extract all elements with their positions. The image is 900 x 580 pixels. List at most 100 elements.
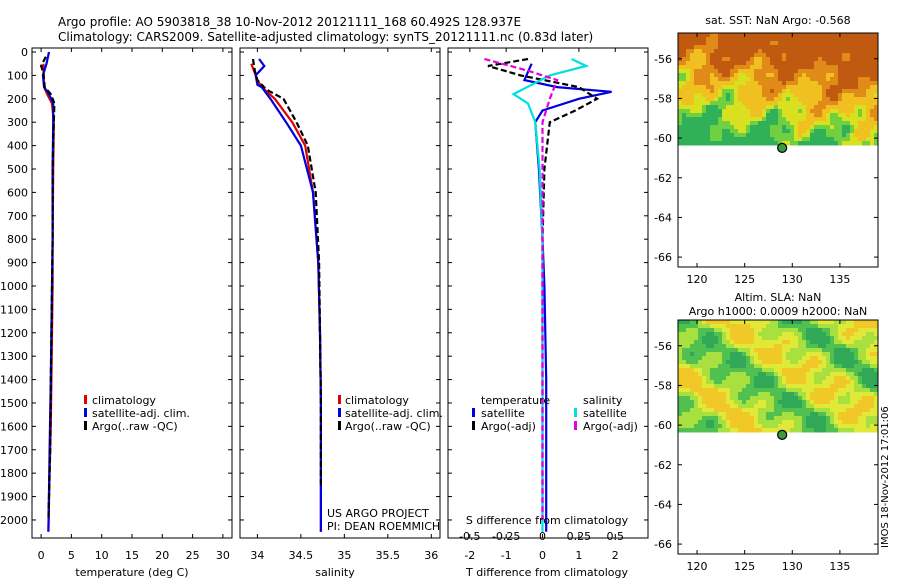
map-cell <box>862 324 867 329</box>
map-cell <box>726 404 731 409</box>
map-cell <box>682 141 687 146</box>
map-cell <box>694 412 699 417</box>
map-cell <box>718 340 723 345</box>
map-cell <box>678 356 683 361</box>
map-cell <box>738 33 743 38</box>
map-cell <box>702 336 707 341</box>
map-cell <box>694 400 699 405</box>
map-cell <box>694 344 699 349</box>
map-cell <box>870 376 875 381</box>
map-cell <box>810 356 815 361</box>
map-cell <box>730 356 735 361</box>
map-cell <box>866 49 871 54</box>
map-cell <box>766 77 771 82</box>
map-cell <box>846 392 851 397</box>
map-cell <box>854 49 859 54</box>
map-cell <box>874 348 879 353</box>
map-cell <box>814 400 819 405</box>
map-cell <box>718 101 723 106</box>
map-cell <box>734 97 739 102</box>
map-cell <box>678 85 683 90</box>
map-cell <box>766 360 771 365</box>
map-cell <box>742 117 747 122</box>
map-cell <box>774 412 779 417</box>
map-cell <box>746 141 751 146</box>
map-cell <box>766 41 771 46</box>
series-line-argo <box>39 56 56 521</box>
map-cell <box>786 416 791 421</box>
map-cell <box>810 328 815 333</box>
map-cell <box>714 344 719 349</box>
map-cell <box>830 73 835 78</box>
map-cell <box>758 97 763 102</box>
map-cell <box>682 129 687 134</box>
map-cell <box>826 384 831 389</box>
map-cell <box>686 352 691 357</box>
map-cell <box>778 85 783 90</box>
map-cell <box>854 69 859 74</box>
map-cell <box>858 348 863 353</box>
map-cell <box>850 360 855 365</box>
map-cell <box>698 364 703 369</box>
map-cell <box>810 45 815 50</box>
map-cell <box>822 81 827 86</box>
map-cell <box>810 352 815 357</box>
map-cell <box>678 89 683 94</box>
map-cell <box>778 65 783 70</box>
map-cell <box>726 364 731 369</box>
map-cell <box>834 33 839 38</box>
map-cell <box>866 77 871 82</box>
map-cell <box>802 45 807 50</box>
map-cell <box>798 69 803 74</box>
map-cell <box>690 384 695 389</box>
map-cell <box>870 324 875 329</box>
map-cell <box>762 424 767 429</box>
map-cell <box>874 73 879 78</box>
map-cell <box>774 384 779 389</box>
map-cell <box>834 428 839 433</box>
map-cell <box>726 33 731 38</box>
map-cell <box>758 117 763 122</box>
map-cell <box>798 400 803 405</box>
x2-tick-label: 0 <box>539 530 546 543</box>
map-cell <box>758 368 763 373</box>
map-cell <box>802 73 807 78</box>
map-cell <box>862 344 867 349</box>
map-cell <box>746 85 751 90</box>
map-cell <box>834 61 839 66</box>
map-cell <box>734 404 739 409</box>
map-cell <box>686 336 691 341</box>
map-cell <box>694 37 699 42</box>
map-cell <box>790 93 795 98</box>
map-cell <box>774 57 779 62</box>
map-cell <box>870 141 875 146</box>
map-cell <box>698 332 703 337</box>
map-cell <box>726 340 731 345</box>
map-cell <box>862 41 867 46</box>
map-cell <box>834 368 839 373</box>
map-cell <box>798 33 803 38</box>
map-cell <box>802 109 807 114</box>
map-cell <box>750 97 755 102</box>
map-cell <box>778 137 783 142</box>
map-cell <box>694 392 699 397</box>
map-cell <box>810 125 815 130</box>
map-cell <box>734 109 739 114</box>
y-tick-label: 1400 <box>0 374 28 387</box>
map-cell <box>826 376 831 381</box>
map-cell <box>758 81 763 86</box>
map-cell <box>706 141 711 146</box>
map-cell <box>874 396 879 401</box>
map-cell <box>682 41 687 46</box>
map-cell <box>686 364 691 369</box>
map-cell <box>842 137 847 142</box>
map-cell <box>758 73 763 78</box>
map-cell <box>678 352 683 357</box>
map-cell <box>830 113 835 118</box>
map-cell <box>758 400 763 405</box>
map-cell <box>694 384 699 389</box>
map-cell <box>846 388 851 393</box>
map-cell <box>690 41 695 46</box>
map-cell <box>738 93 743 98</box>
map-cell <box>810 65 815 70</box>
